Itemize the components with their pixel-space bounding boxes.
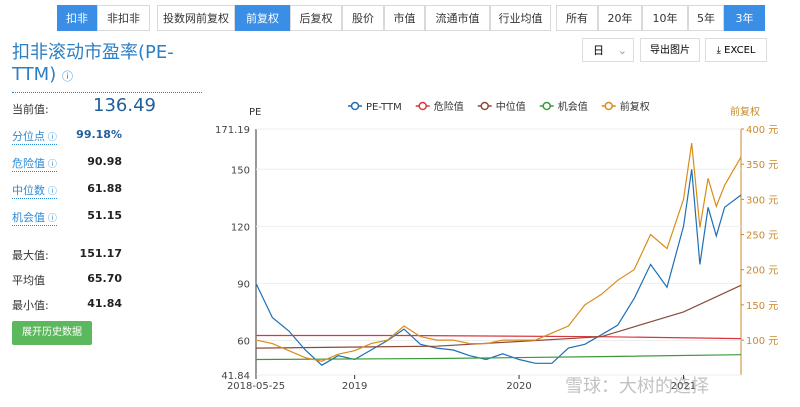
toolbar-button[interactable]: 流通市值	[425, 5, 490, 31]
y-tick-label: 120	[231, 222, 250, 233]
legend-label: 前复权	[620, 100, 650, 113]
legend-swatch	[542, 101, 551, 111]
stat-label: 平均值	[12, 274, 45, 287]
period-text: 日	[593, 44, 604, 57]
y2-tick-label: 400 元	[746, 125, 778, 136]
page-title: 扣非滚动市盈率(PE-TTM) ⓘ	[12, 42, 202, 93]
y-tick-label: 60	[237, 336, 250, 347]
x-tick-label: 2021	[671, 381, 696, 392]
help-icon[interactable]: ⓘ	[45, 160, 57, 170]
current-label: 当前值:	[12, 103, 49, 116]
y-tick-label: 171.19	[215, 125, 250, 136]
x-tick-label: 2020	[506, 381, 531, 392]
stat-value: 65.70	[87, 272, 122, 285]
legend-label: 危险值	[434, 100, 464, 113]
stat-value: 51.15	[87, 209, 122, 222]
series-line	[255, 354, 742, 361]
stat-value: 61.88	[87, 182, 122, 195]
toolbar-button[interactable]: 市值	[384, 5, 425, 31]
excel-text: EXCEL	[724, 45, 756, 56]
legend-label: 机会值	[558, 100, 588, 113]
y-tick-label: 90	[237, 279, 250, 290]
toolbar-button[interactable]: 所有	[556, 5, 598, 31]
toolbar-button[interactable]: 非扣非	[97, 5, 150, 31]
legend-swatch	[418, 101, 427, 111]
toolbar-button[interactable]: 3年	[724, 5, 765, 31]
y2-tick-label: 250 元	[746, 231, 778, 242]
stat-label: 分位点 ⓘ	[12, 130, 57, 145]
stat-value: 99.18%	[76, 128, 122, 141]
toolbar-button[interactable]: 5年	[688, 5, 724, 31]
toolbar-button[interactable]: 前复权	[235, 5, 290, 31]
watermark: 雪球：大树的选择	[565, 376, 709, 397]
legend-swatch	[604, 101, 613, 111]
series-line	[255, 284, 742, 349]
toolbar-button[interactable]: 20年	[598, 5, 642, 31]
legend-label: PE-TTM	[366, 102, 402, 113]
y2-tick-label: 300 元	[746, 195, 778, 206]
stat-label: 最大值:	[12, 249, 49, 262]
y2-axis-title: 前复权	[730, 105, 760, 118]
toolbar-button[interactable]: 行业均值	[490, 5, 551, 31]
export-button[interactable]: 导出图片	[640, 38, 700, 62]
series-line	[256, 334, 742, 340]
legend-swatch	[480, 101, 489, 111]
toolbar-button[interactable]: 扣非	[57, 5, 97, 31]
toolbar-button[interactable]: 10年	[642, 5, 688, 31]
toolbar-button[interactable]: 投数网前复权	[157, 5, 235, 31]
stat-value: 151.17	[79, 247, 122, 260]
y2-tick-label: 200 元	[746, 266, 778, 277]
stat-label: 最小值:	[12, 299, 49, 312]
y2-tick-label: 150 元	[746, 301, 778, 312]
current-value: 136.49	[93, 95, 156, 116]
y2-tick-label: 350 元	[746, 160, 778, 171]
toolbar-button[interactable]: 后复权	[290, 5, 342, 31]
stat-value: 90.98	[87, 155, 122, 168]
stat-value: 41.84	[87, 297, 122, 310]
toolbar-button[interactable]: 股价	[342, 5, 384, 31]
x-tick-label: 2018-05-25	[227, 381, 285, 392]
y-tick-label: 41.84	[221, 371, 250, 382]
help-icon[interactable]: ⓘ	[45, 214, 57, 224]
series-line	[255, 143, 742, 362]
excel-button[interactable]: ⤓ EXCEL	[705, 38, 767, 62]
x-tick-label: 2019	[342, 381, 367, 392]
y-tick-label: 150	[231, 165, 250, 176]
series-line	[255, 169, 742, 366]
legend-label: 中位值	[496, 100, 526, 113]
history-button[interactable]: 展开历史数据	[12, 321, 92, 345]
title-text: 扣非滚动市盈率(PE-TTM)	[12, 42, 174, 85]
legend-swatch	[350, 101, 360, 111]
stat-label: 中位数 ⓘ	[12, 184, 57, 199]
stat-label: 危险值 ⓘ	[12, 157, 57, 172]
help-icon[interactable]: ⓘ	[45, 133, 57, 143]
stat-label: 机会值 ⓘ	[12, 211, 57, 226]
y-axis-title: PE	[249, 107, 261, 118]
y2-tick-label: 100 元	[746, 336, 778, 347]
help-icon[interactable]: ⓘ	[45, 187, 57, 197]
period-select[interactable]: 日 ⌄	[582, 38, 634, 62]
